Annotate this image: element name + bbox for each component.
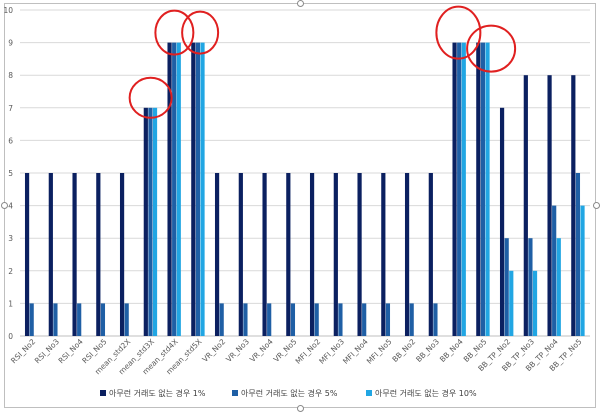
bar — [333, 173, 338, 336]
bar — [523, 75, 528, 336]
resize-handle-left[interactable] — [1, 202, 8, 209]
bar — [575, 173, 581, 336]
bar — [243, 303, 248, 336]
bar — [509, 270, 514, 336]
bar — [290, 303, 296, 336]
resize-handle-top[interactable] — [297, 0, 304, 7]
bar — [499, 107, 505, 336]
bar — [167, 42, 172, 336]
y-tick-label: 6 — [8, 136, 13, 145]
bar — [476, 42, 481, 336]
bar — [338, 303, 343, 336]
highlight-circle — [466, 24, 517, 73]
bar — [143, 107, 148, 336]
bar — [191, 42, 196, 336]
bar — [148, 107, 153, 336]
bar — [195, 42, 201, 336]
y-tick-label: 3 — [8, 234, 13, 243]
bar — [480, 42, 486, 336]
y-tick-label: 9 — [8, 39, 13, 48]
bar — [53, 303, 58, 336]
y-tick-label: 0 — [8, 332, 13, 341]
y-tick-label: 7 — [8, 104, 13, 113]
legend-swatch — [100, 390, 106, 396]
highlight-circle — [435, 5, 482, 60]
bar — [452, 42, 457, 336]
bar — [385, 303, 391, 336]
bar — [29, 303, 34, 336]
bar — [119, 173, 125, 336]
y-tick-label: 4 — [8, 202, 13, 211]
bar — [362, 303, 367, 336]
bar — [214, 173, 220, 336]
y-tick-label: 8 — [8, 71, 13, 80]
bar — [580, 205, 585, 336]
bar — [238, 173, 243, 336]
legend-swatch — [232, 390, 238, 396]
x-axis-ticks: RSI_No2RSI_No3RSI_No4RSI_No5mean_std2Xme… — [9, 337, 584, 376]
bar — [72, 173, 77, 336]
bar — [267, 303, 272, 336]
x-tick-label: BB_No4 — [438, 337, 465, 364]
bar — [176, 42, 181, 336]
bar — [172, 42, 177, 336]
bar — [200, 42, 205, 336]
bar — [461, 42, 466, 336]
bar — [96, 173, 101, 336]
bar — [357, 173, 362, 336]
bar — [552, 205, 557, 336]
bar — [547, 75, 552, 336]
y-tick-label: 5 — [8, 169, 13, 178]
bar — [504, 238, 509, 336]
bar — [485, 42, 490, 336]
legend-label: 아무런 거래도 없는 경우 5% — [241, 388, 338, 398]
bar — [381, 173, 386, 336]
bar — [532, 270, 538, 336]
y-tick-label: 10 — [3, 6, 13, 15]
bar — [556, 238, 561, 336]
bar — [219, 303, 224, 336]
x-tick-label: RSI_No4 — [57, 337, 85, 365]
legend-swatch — [366, 390, 372, 396]
annotations — [128, 5, 517, 119]
highlight-circle — [181, 10, 220, 55]
bar — [457, 42, 462, 336]
x-tick-label: MFI_No5 — [365, 337, 394, 366]
y-tick-label: 1 — [8, 299, 13, 308]
legend-label: 아무런 거래도 없는 경우 1% — [109, 388, 206, 398]
x-tick-label: RSI_No3 — [33, 337, 61, 365]
highlight-circle — [154, 9, 195, 56]
bar — [409, 303, 414, 336]
bar — [286, 173, 291, 336]
bar — [428, 173, 433, 336]
bar — [48, 173, 53, 336]
bar — [404, 173, 410, 336]
bar — [262, 173, 267, 336]
x-tick-label: VR_No2 — [200, 337, 227, 364]
gridlines — [20, 9, 590, 337]
bar — [433, 303, 438, 336]
x-tick-label: VR_No3 — [224, 337, 251, 364]
y-axis-ticks: 0 1 2 3 4 5 6 7 8 9 10 — [3, 6, 13, 341]
x-tick-label: VR_No4 — [248, 337, 275, 364]
bar — [24, 173, 30, 336]
bar — [528, 238, 533, 336]
bar — [124, 303, 129, 336]
bar — [100, 303, 106, 336]
legend-label: 아무런 거래도 없는 경우 10% — [375, 388, 477, 398]
y-tick-label: 2 — [8, 267, 13, 276]
x-tick-label: BB_No2 — [390, 337, 417, 364]
legend: 아무런 거래도 없는 경우 1% 아무런 거래도 없는 경우 5% 아무런 거래도 … — [100, 388, 477, 398]
bar — [152, 107, 158, 336]
x-tick-label: BB_No3 — [414, 337, 441, 364]
x-tick-label: RSI_No2 — [9, 337, 37, 365]
bar — [571, 75, 576, 336]
bar — [77, 303, 82, 336]
bar — [314, 303, 319, 336]
bar — [309, 173, 315, 336]
highlight-circle — [128, 76, 173, 119]
bars — [24, 42, 585, 336]
